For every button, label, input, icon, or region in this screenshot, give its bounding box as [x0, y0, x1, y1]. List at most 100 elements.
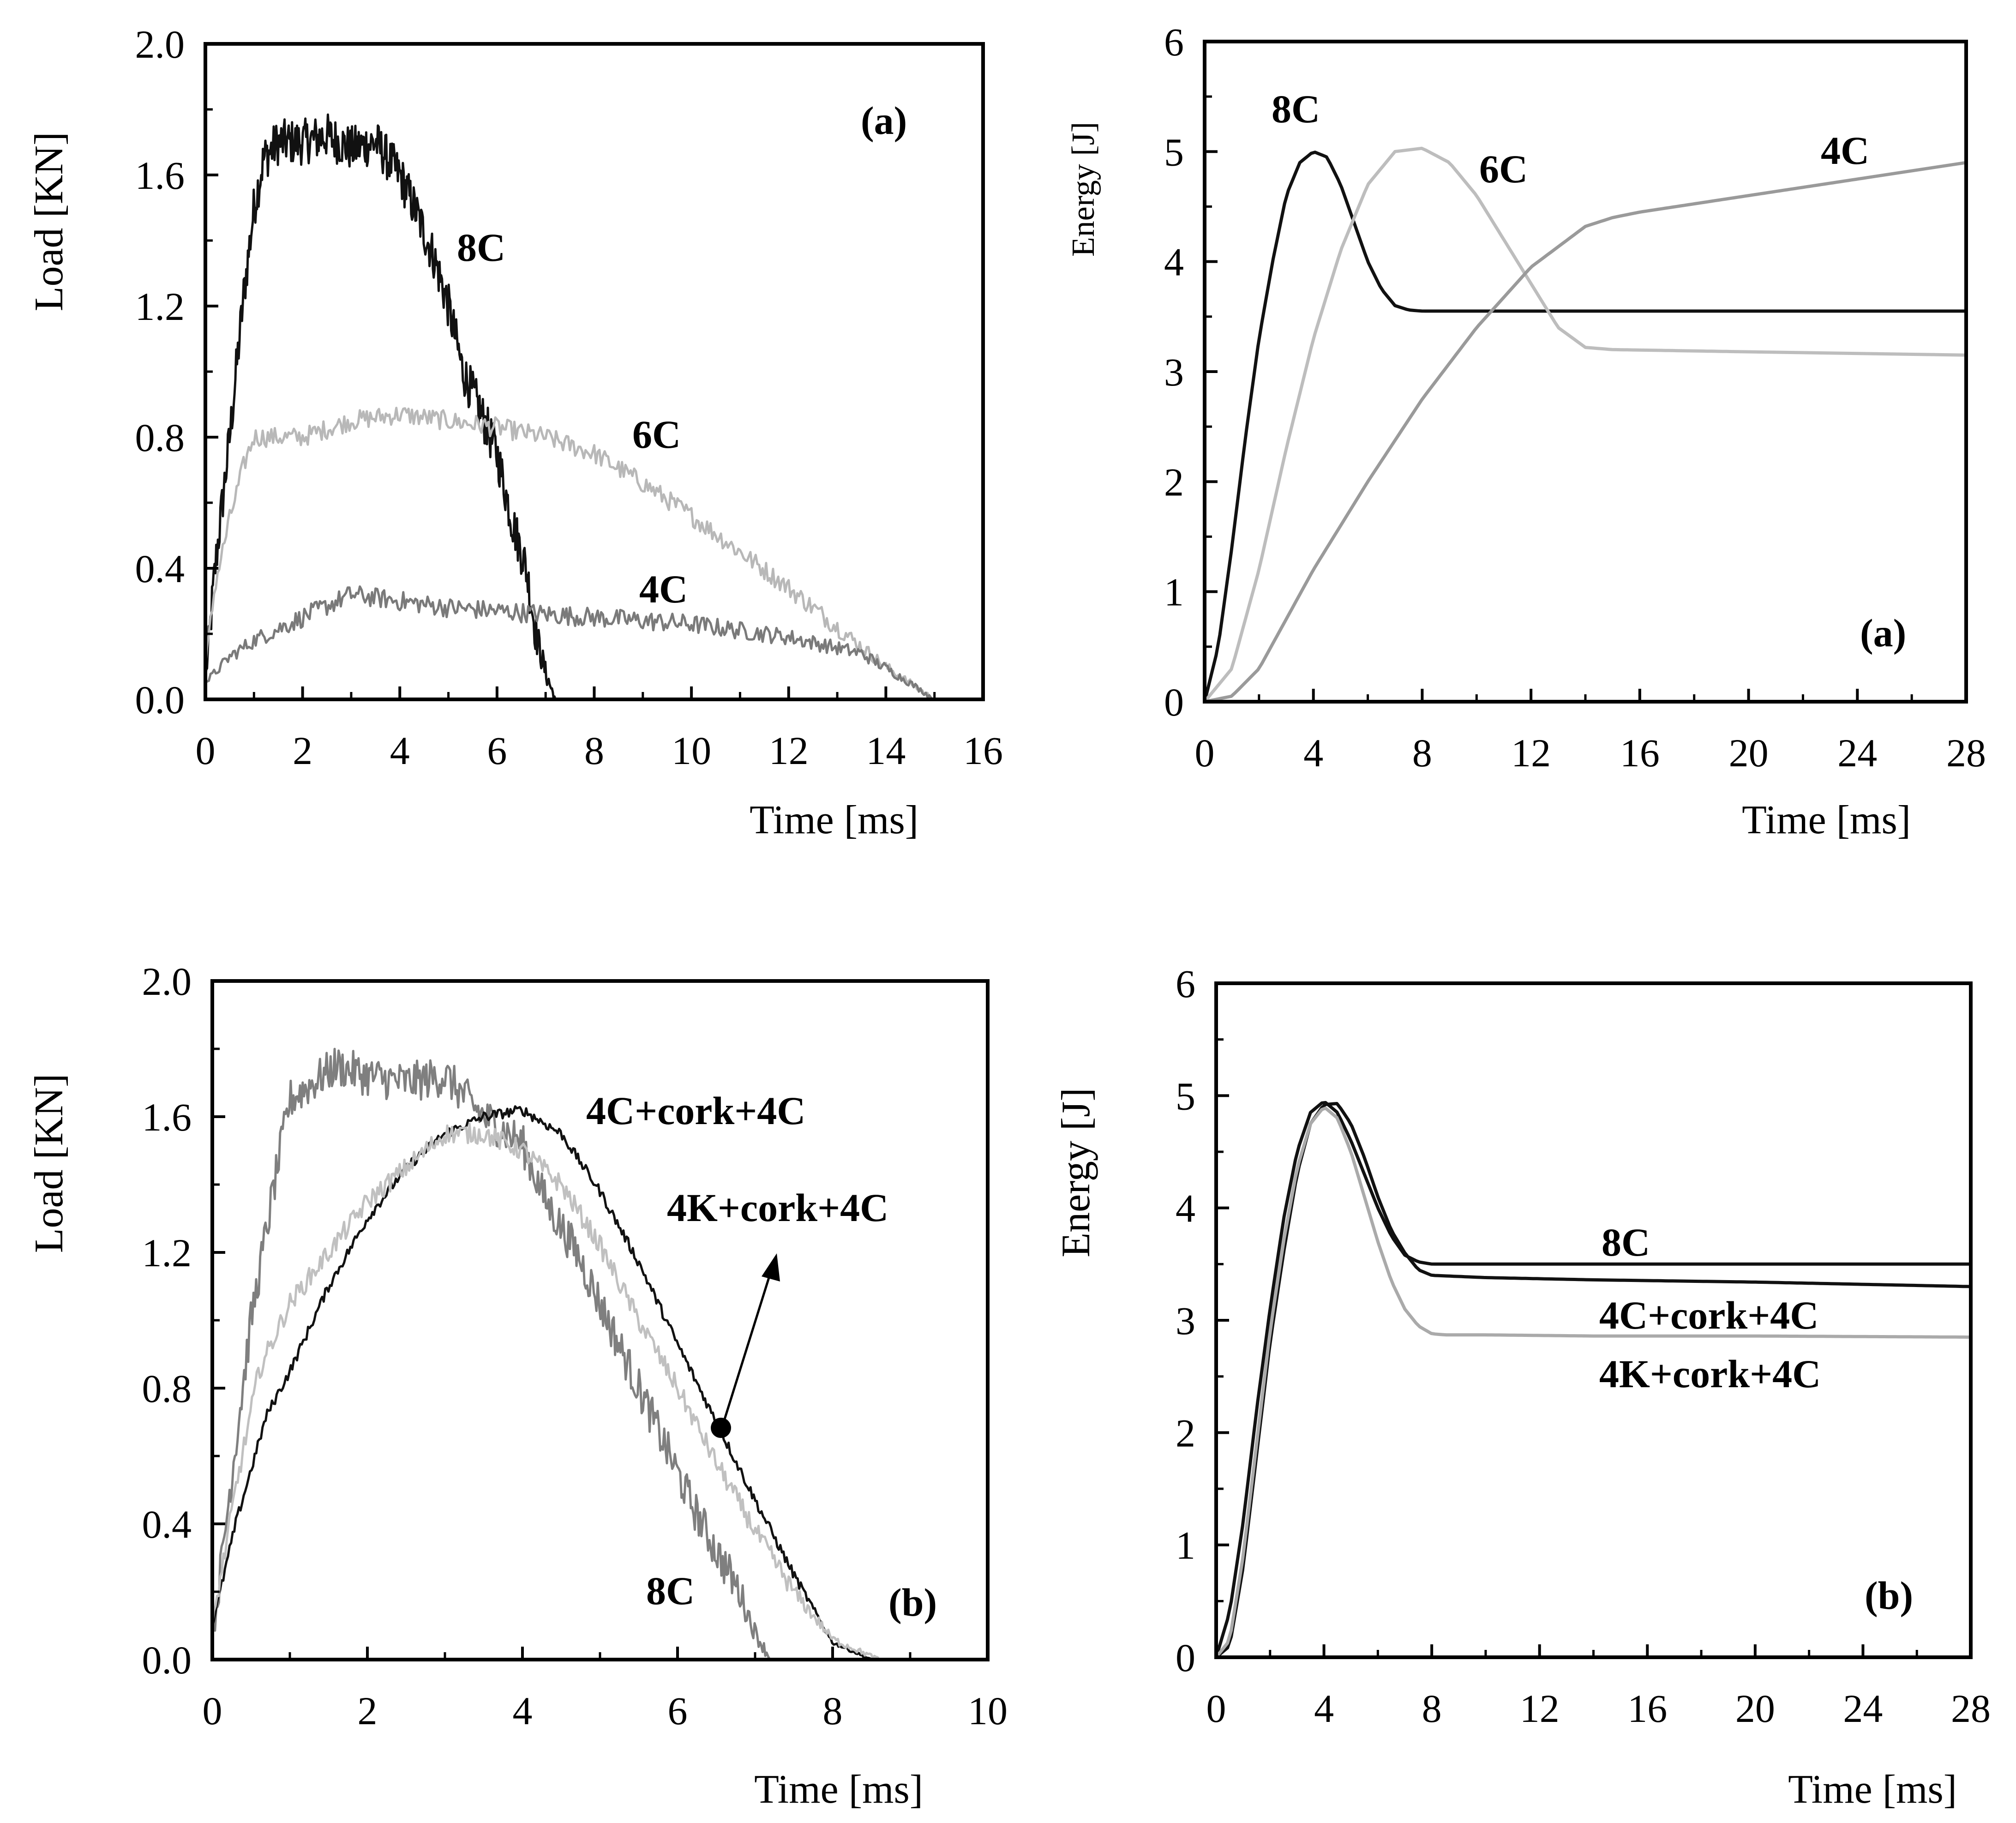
load-b-x-tick-label: 4	[513, 1689, 533, 1733]
energy-a-y-tick-label: 2	[1164, 460, 1184, 504]
load-a-series	[204, 113, 935, 701]
load-a-label-8c: 8C	[457, 225, 505, 270]
energy-a-label-6c: 6C	[1479, 147, 1528, 191]
load-a-x-tick-label: 16	[963, 728, 1003, 773]
energy-b-series	[1214, 1101, 1971, 1659]
load-a-series-6c	[204, 407, 935, 701]
load-a-panel-label: (a)	[861, 98, 907, 143]
load-a-x-tick-label: 8	[584, 728, 604, 773]
energy-a-y-tick-label: 1	[1164, 570, 1184, 614]
energy-a-y-tick-label: 3	[1164, 350, 1184, 394]
energy-a-panel-label: (a)	[1860, 611, 1906, 655]
callout-arrow-head	[762, 1253, 780, 1282]
energy-a-x-tick-label: 0	[1195, 731, 1215, 775]
load-b-x-tick-label: 0	[203, 1689, 222, 1733]
load-b-y-tick-label: 2.0	[142, 959, 192, 1004]
load-a-x-tick-label: 12	[769, 728, 809, 773]
energy-a-y-tick-label: 0	[1164, 680, 1184, 724]
energy-b-series-4c-cork-4c	[1215, 1102, 1971, 1659]
load-b-label-8c: 8C	[646, 1569, 695, 1613]
energy-a-y-tick-label: 4	[1164, 240, 1184, 284]
load-a-y-axis-title: Load [KN]	[27, 132, 72, 312]
load-a-x-tick-label: 0	[196, 728, 216, 773]
load-a-ticks	[204, 42, 984, 701]
load-chart-a: 0 2 4 6 8 10 12 14 16 0.0 0.4 0.8 1.2 1.6 2.0 Time [ms…	[27, 22, 1003, 842]
load-a-x-tick-label: 2	[293, 728, 312, 773]
load-a-y-tick-label: 1.6	[135, 153, 185, 198]
load-b-label-4c-cork-4c: 4C+cork+4C	[586, 1089, 805, 1133]
load-b-x-tick-label: 10	[968, 1689, 1008, 1733]
load-b-y-tick-label: 1.2	[142, 1231, 192, 1275]
energy-b-x-tick-label: 4	[1314, 1686, 1334, 1731]
load-b-x-tick-label: 8	[823, 1689, 843, 1733]
energy-a-x-tick-label: 16	[1620, 731, 1660, 775]
energy-b-plot-frame	[1214, 981, 1973, 1659]
load-a-x-axis-title: Time [ms]	[750, 798, 918, 842]
energy-a-x-axis-title: Time [ms]	[1742, 798, 1911, 842]
callout-marker-dot	[711, 1418, 731, 1438]
energy-b-series-4k-cork-4c	[1215, 1107, 1971, 1659]
energy-a-y-tick-label: 5	[1164, 130, 1184, 174]
energy-b-label-4k-cork-4c: 4K+cork+4C	[1599, 1352, 1821, 1396]
energy-a-x-tick-label: 20	[1729, 731, 1769, 775]
load-b-y-axis-title: Load [KN]	[27, 1074, 72, 1253]
load-a-x-tick-label: 6	[487, 728, 507, 773]
energy-a-x-tick-label: 8	[1412, 731, 1432, 775]
load-b-y-tick-label: 0.8	[142, 1366, 192, 1411]
load-b-y-tick-label: 1.6	[142, 1095, 192, 1139]
energy-b-x-tick-label: 8	[1422, 1686, 1442, 1731]
energy-b-x-tick-label: 16	[1627, 1686, 1667, 1731]
load-a-y-tick-label: 1.2	[135, 284, 185, 329]
load-a-y-tick-label: 2.0	[135, 22, 185, 66]
load-b-y-tick-label: 0.0	[142, 1638, 192, 1682]
energy-b-x-tick-label: 24	[1843, 1686, 1883, 1731]
energy-b-y-tick-label: 1	[1176, 1523, 1195, 1568]
load-a-x-tick-label: 14	[866, 728, 906, 773]
load-b-label-4k-cork-4c: 4K+cork+4C	[667, 1185, 888, 1230]
load-a-y-tick-label: 0.0	[135, 678, 185, 722]
energy-b-x-axis-title: Time [ms]	[1788, 1767, 1957, 1812]
energy-a-x-tick-label: 4	[1303, 731, 1323, 775]
load-b-panel-label: (b)	[888, 1580, 937, 1624]
energy-b-y-tick-label: 4	[1176, 1186, 1195, 1231]
load-a-tick-labels: 0 2 4 6 8 10 12 14 16 0.0 0.4 0.8 1.2 1.6 2.0	[135, 22, 1003, 773]
load-a-label-4c: 4C	[639, 567, 688, 611]
energy-a-series-4c	[1204, 161, 1967, 704]
energy-b-x-tick-label: 0	[1206, 1686, 1226, 1731]
load-b-series	[211, 1047, 880, 1661]
energy-a-series	[1203, 146, 1967, 704]
load-a-series-4c	[204, 585, 935, 701]
energy-a-ticks	[1203, 40, 1968, 703]
energy-a-y-tick-label: 6	[1164, 20, 1184, 64]
load-a-x-tick-label: 4	[390, 728, 410, 773]
energy-a-x-tick-label: 24	[1837, 731, 1877, 775]
energy-b-label-4c-cork-4c: 4C+cork+4C	[1599, 1293, 1818, 1337]
energy-b-x-tick-label: 20	[1735, 1686, 1775, 1731]
load-b-series-4c-cork-4c	[211, 1105, 872, 1661]
energy-a-y-axis-title: Energy [J]	[1066, 122, 1101, 257]
energy-b-y-tick-label: 5	[1176, 1074, 1195, 1118]
load-a-label-6c: 6C	[632, 412, 681, 457]
load-a-y-tick-label: 0.4	[135, 547, 185, 591]
load-b-x-tick-label: 6	[668, 1689, 688, 1733]
energy-b-series-8c	[1214, 1101, 1971, 1658]
energy-b-panel-label: (b)	[1865, 1573, 1913, 1618]
load-a-series-8c	[204, 113, 557, 701]
load-b-tick-labels: 0 2 4 6 8 10 0.0 0.4 0.8 1.2 1.6 2.0	[142, 959, 1008, 1733]
energy-b-y-tick-label: 0	[1176, 1636, 1195, 1680]
energy-b-y-tick-label: 2	[1176, 1411, 1195, 1455]
callout-arrow-line	[721, 1271, 772, 1427]
energy-b-x-tick-label: 28	[1951, 1686, 1991, 1731]
load-a-y-tick-label: 0.8	[135, 415, 185, 460]
energy-b-y-tick-label: 3	[1176, 1299, 1195, 1343]
energy-a-x-tick-label: 28	[1946, 731, 1986, 775]
energy-a-series-8c	[1203, 150, 1966, 702]
energy-b-ticks	[1215, 982, 1972, 1659]
load-b-series-4k-cork-4c	[211, 1122, 880, 1661]
load-b-ticks	[211, 980, 989, 1661]
load-chart-b: 0 2 4 6 8 10 0.0 0.4 0.8 1.2 1.6 2.0 Time [ms] Load…	[27, 959, 1008, 1812]
